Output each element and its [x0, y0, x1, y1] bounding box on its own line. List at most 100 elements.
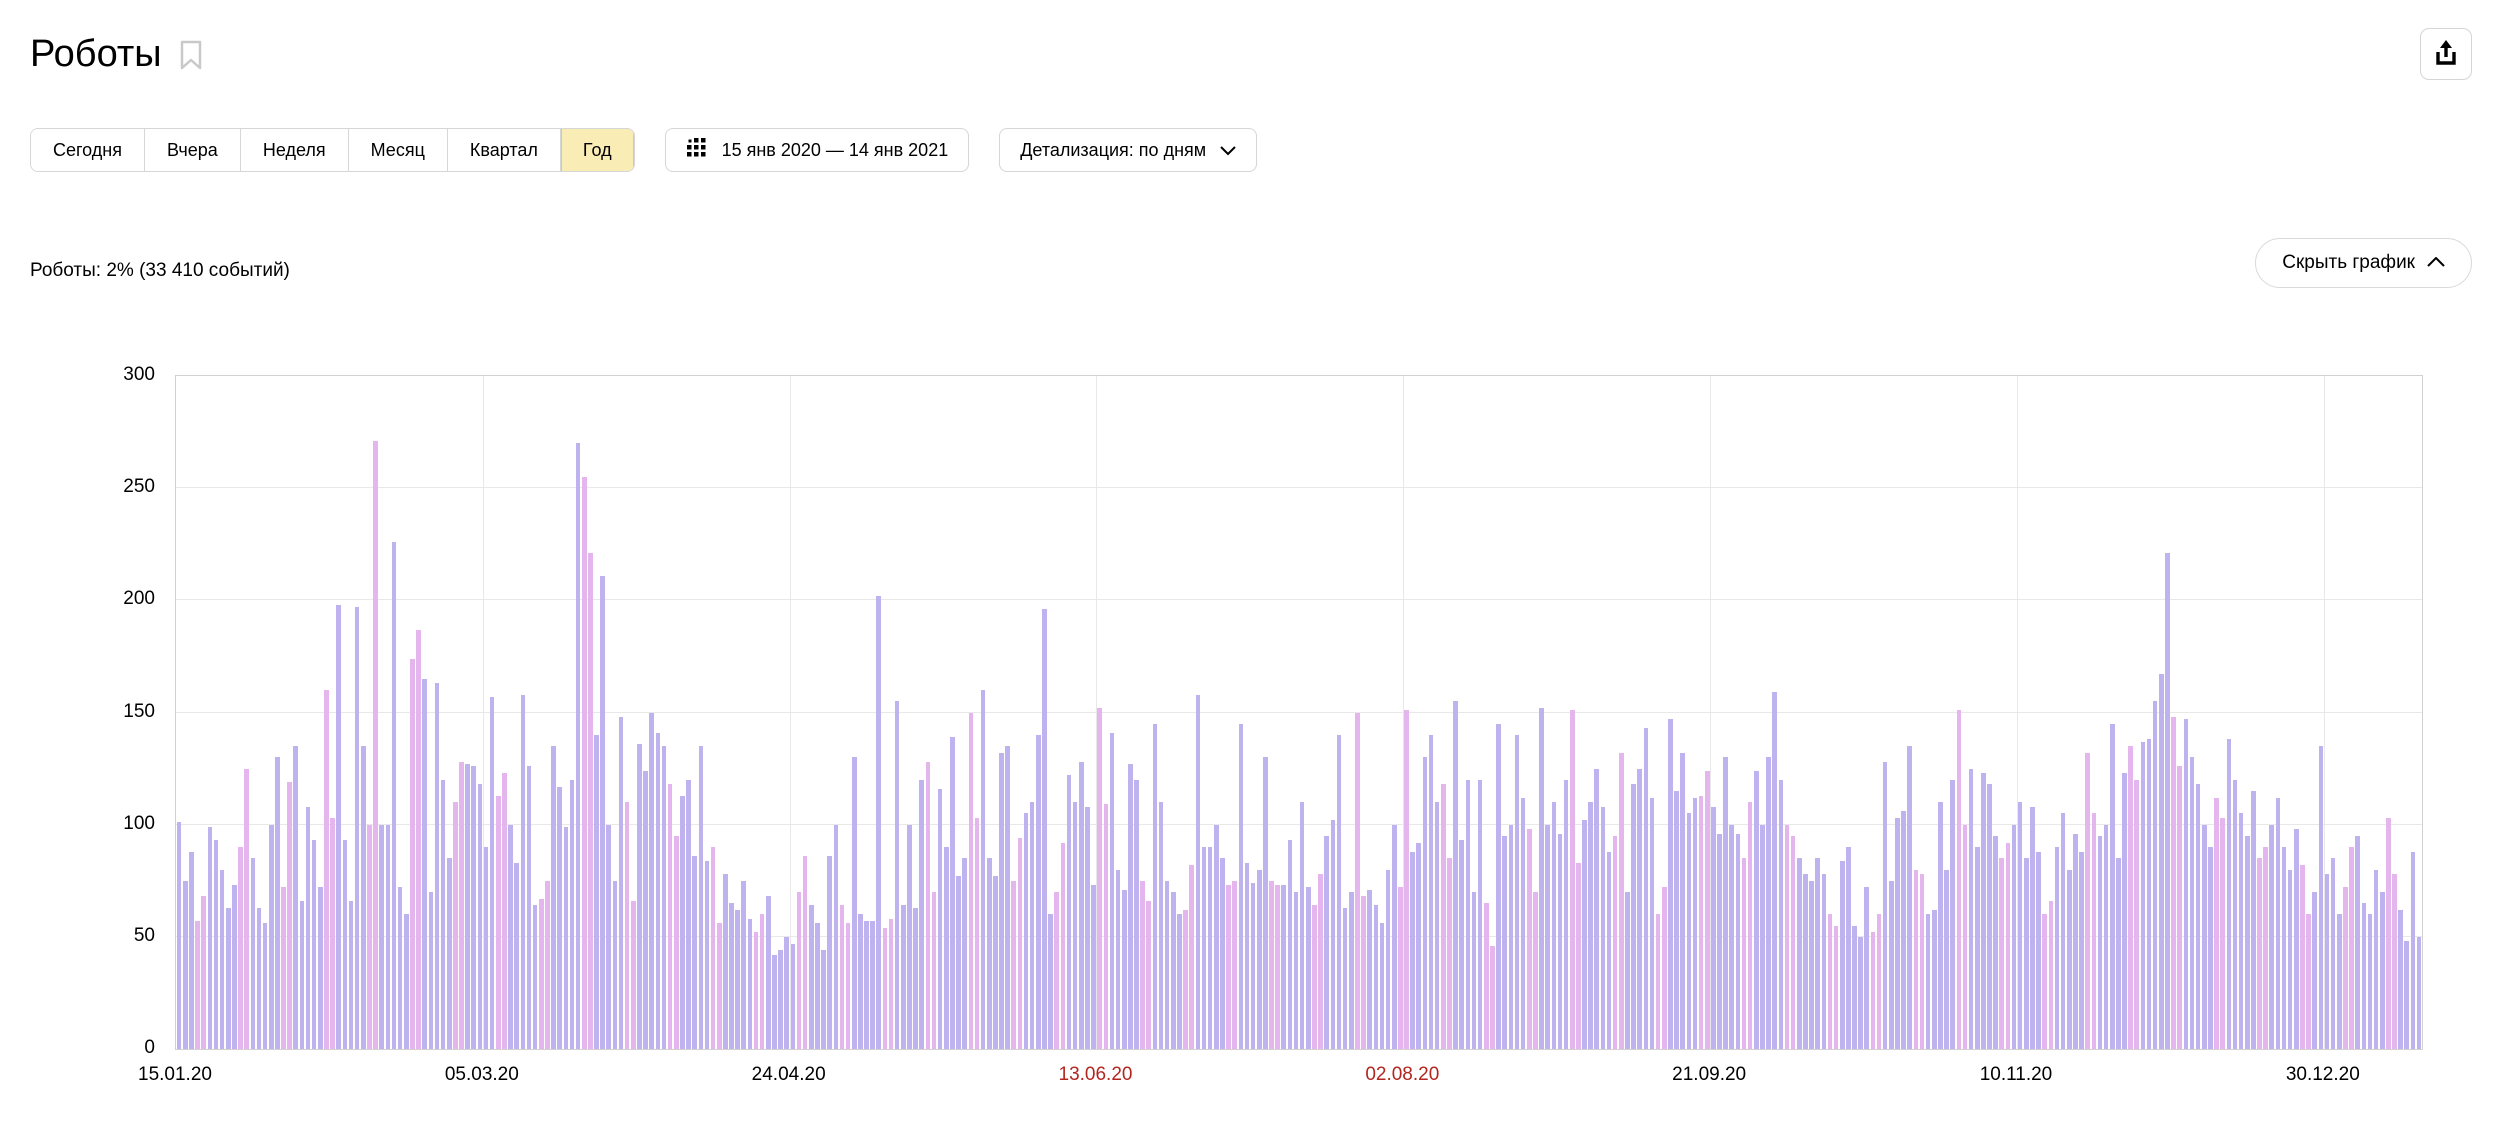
bar-weekday[interactable] — [2238, 813, 2244, 1049]
bar-weekend[interactable] — [1661, 887, 1667, 1049]
bar-weekday[interactable] — [1520, 797, 1526, 1049]
bar-weekday[interactable] — [1348, 891, 1354, 1049]
bar-weekend[interactable] — [1569, 710, 1575, 1049]
bar-weekday[interactable] — [1465, 779, 1471, 1049]
bar-weekday[interactable] — [1950, 779, 1955, 1049]
bar-weekday[interactable] — [575, 443, 581, 1049]
bar-weekend[interactable] — [1526, 829, 1532, 1049]
bar-weekday[interactable] — [2287, 869, 2293, 1049]
bar-weekend[interactable] — [839, 905, 845, 1049]
detalization-dropdown[interactable]: Детализация: по дням — [999, 128, 1258, 172]
bar-weekday[interactable] — [2140, 741, 2146, 1049]
period-button-месяц[interactable]: Месяц — [347, 129, 447, 171]
bar-weekday[interactable] — [2030, 806, 2035, 1049]
bar-weekday[interactable] — [1901, 811, 1906, 1049]
bar-weekend[interactable] — [667, 784, 673, 1049]
bar-weekday[interactable] — [1459, 840, 1465, 1049]
bar-weekend[interactable] — [1533, 891, 1538, 1049]
bar-weekday[interactable] — [299, 900, 305, 1049]
bar-weekend[interactable] — [410, 658, 415, 1049]
bar-weekday[interactable] — [1042, 609, 1047, 1049]
bar-weekday[interactable] — [1766, 757, 1771, 1049]
bar-weekend[interactable] — [2214, 797, 2219, 1049]
bar-weekend[interactable] — [502, 773, 507, 1049]
bar-weekday[interactable] — [1164, 880, 1170, 1049]
bar-weekend[interactable] — [2386, 817, 2391, 1049]
bar-weekday[interactable] — [557, 786, 562, 1049]
bar-weekday[interactable] — [1471, 891, 1477, 1049]
bar-weekday[interactable] — [268, 824, 274, 1049]
bar-weekday[interactable] — [2398, 909, 2403, 1049]
bar-weekday[interactable] — [336, 604, 342, 1049]
bar-weekday[interactable] — [901, 905, 906, 1049]
bar-weekday[interactable] — [962, 858, 967, 1049]
bar-weekday[interactable] — [1256, 869, 1262, 1049]
bar-weekday[interactable] — [1336, 734, 1342, 1049]
bar-weekend[interactable] — [244, 768, 249, 1049]
bar-weekend[interactable] — [1962, 824, 1968, 1049]
bar-weekend[interactable] — [1060, 842, 1066, 1049]
bar-weekday[interactable] — [747, 918, 753, 1049]
bar-weekday[interactable] — [551, 746, 556, 1049]
bar-weekday[interactable] — [1735, 833, 1741, 1049]
bar-weekday[interactable] — [1502, 835, 1507, 1049]
bar-weekday[interactable] — [1005, 746, 1010, 1049]
bar-weekday[interactable] — [1594, 768, 1600, 1049]
bar-weekday[interactable] — [1882, 761, 1888, 1049]
bar-weekday[interactable] — [950, 737, 955, 1049]
bar-weekend[interactable] — [802, 856, 808, 1049]
bar-weekday[interactable] — [2410, 851, 2416, 1049]
bar-weekday[interactable] — [833, 824, 839, 1049]
bar-weekday[interactable] — [618, 717, 624, 1049]
bar-weekday[interactable] — [1134, 779, 1139, 1049]
hide-chart-button[interactable]: Скрыть график — [2255, 238, 2472, 288]
bar-weekday[interactable] — [2165, 553, 2170, 1049]
bar-weekday[interactable] — [1729, 824, 1735, 1049]
bar-weekday[interactable] — [1981, 773, 1986, 1049]
bar-weekday[interactable] — [1385, 869, 1391, 1049]
bar-weekday[interactable] — [262, 923, 268, 1049]
bar-weekday[interactable] — [1422, 757, 1428, 1049]
bar-weekday[interactable] — [1177, 914, 1182, 1049]
bar-weekday[interactable] — [2159, 674, 2164, 1049]
bar-weekend[interactable] — [2134, 779, 2140, 1049]
bar-weekday[interactable] — [1171, 891, 1176, 1049]
bar-weekday[interactable] — [606, 824, 612, 1049]
bar-weekday[interactable] — [311, 840, 317, 1049]
bar-weekday[interactable] — [2226, 739, 2232, 1049]
bar-weekday[interactable] — [1723, 757, 1728, 1049]
bar-weekday[interactable] — [778, 950, 783, 1049]
bar-weekday[interactable] — [256, 907, 262, 1049]
bar-weekday[interactable] — [1987, 784, 1992, 1049]
bar-weekend[interactable] — [195, 921, 200, 1049]
bar-weekday[interactable] — [1545, 824, 1550, 1049]
bar-weekday[interactable] — [772, 954, 777, 1049]
bar-weekday[interactable] — [2244, 835, 2250, 1049]
bar-weekend[interactable] — [1999, 858, 2005, 1049]
bar-weekday[interactable] — [2189, 757, 2195, 1049]
bar-weekday[interactable] — [569, 779, 575, 1049]
bar-weekday[interactable] — [514, 862, 519, 1049]
bar-weekday[interactable] — [1514, 734, 1520, 1049]
bar-weekday[interactable] — [600, 575, 605, 1049]
bar-weekday[interactable] — [1128, 764, 1133, 1049]
bar-weekday[interactable] — [2324, 874, 2330, 1049]
bar-weekend[interactable] — [759, 914, 765, 1049]
bar-weekday[interactable] — [305, 806, 311, 1049]
bar-weekend[interactable] — [974, 817, 980, 1049]
bar-weekday[interactable] — [2017, 802, 2023, 1049]
bar-weekday[interactable] — [489, 696, 495, 1049]
bar-weekday[interactable] — [1078, 761, 1084, 1049]
bar-weekend[interactable] — [324, 690, 329, 1049]
bar-weekend[interactable] — [1919, 874, 1925, 1049]
bar-weekday[interactable] — [919, 779, 925, 1049]
bar-weekday[interactable] — [2011, 824, 2017, 1049]
bar-weekend[interactable] — [1103, 804, 1109, 1049]
bar-weekday[interactable] — [1115, 869, 1121, 1049]
bar-weekend[interactable] — [1870, 932, 1876, 1049]
bar-weekday[interactable] — [483, 847, 489, 1049]
bar-weekday[interactable] — [980, 690, 986, 1049]
bar-weekday[interactable] — [1631, 784, 1636, 1049]
bar-weekday[interactable] — [1324, 835, 1330, 1049]
bar-weekday[interactable] — [1692, 797, 1698, 1049]
